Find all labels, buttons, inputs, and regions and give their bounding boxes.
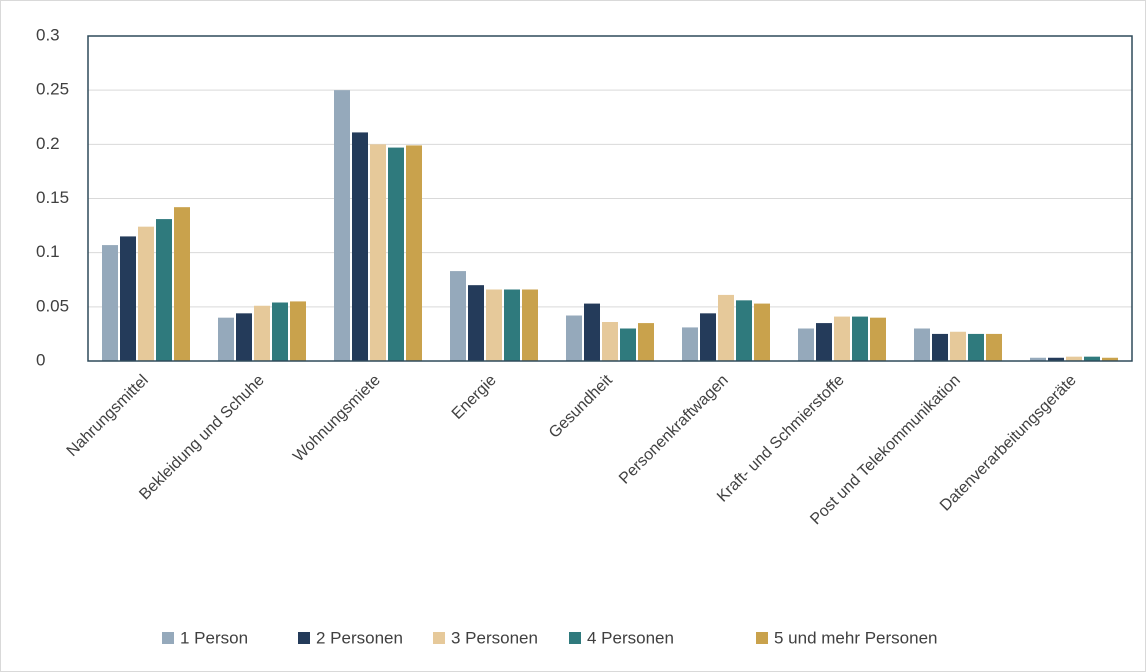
bar — [584, 303, 600, 361]
bar — [986, 333, 1002, 361]
y-tick-label: 0.3 — [36, 25, 60, 44]
legend-swatch — [298, 632, 310, 644]
bar — [602, 322, 618, 361]
bar — [852, 316, 868, 361]
bar — [700, 313, 716, 361]
legend-label: 3 Personen — [451, 628, 538, 647]
bar — [156, 219, 172, 361]
bar — [120, 236, 136, 361]
bar — [1084, 356, 1100, 361]
bar — [272, 302, 288, 361]
y-tick-label: 0.1 — [36, 242, 60, 261]
bar — [102, 245, 118, 361]
legend-swatch — [162, 632, 174, 644]
y-tick-label: 0 — [36, 350, 45, 369]
legend-label: 1 Person — [180, 628, 248, 647]
bar — [914, 328, 930, 361]
bar — [638, 323, 654, 361]
plot-border — [87, 35, 1133, 362]
bar — [834, 316, 850, 361]
bar — [406, 145, 422, 361]
bar — [1048, 357, 1064, 361]
bar — [138, 226, 154, 361]
bar — [334, 90, 350, 362]
bar — [174, 207, 190, 361]
bar — [682, 327, 698, 361]
bar — [1102, 357, 1118, 361]
bar — [504, 289, 520, 361]
legend-label: 2 Personen — [316, 628, 403, 647]
y-tick-label: 0.05 — [36, 296, 69, 315]
bar — [218, 317, 234, 361]
legend-label: 5 und mehr Personen — [774, 628, 938, 647]
bar — [968, 333, 984, 361]
legend-label: 4 Personen — [587, 628, 674, 647]
bar — [816, 323, 832, 361]
bar — [736, 300, 752, 361]
bar — [290, 301, 306, 361]
y-tick-label: 0.2 — [36, 134, 60, 153]
bar — [486, 289, 502, 361]
bar — [254, 305, 270, 361]
bar — [468, 285, 484, 361]
legend-swatch — [569, 632, 581, 644]
bar — [754, 303, 770, 361]
bar — [566, 315, 582, 361]
bar — [352, 132, 368, 361]
bar — [870, 317, 886, 361]
legend-swatch — [433, 632, 445, 644]
bar — [950, 331, 966, 361]
bar — [450, 271, 466, 361]
bar — [236, 313, 252, 361]
bar — [932, 333, 948, 361]
bar — [718, 294, 734, 361]
bar — [1030, 357, 1046, 361]
legend-swatch — [756, 632, 768, 644]
bar — [620, 328, 636, 361]
bar — [1066, 356, 1082, 361]
y-tick-label: 0.25 — [36, 80, 69, 99]
bar — [388, 147, 404, 361]
bar — [522, 289, 538, 361]
bar — [798, 328, 814, 361]
bar — [370, 144, 386, 361]
y-tick-label: 0.15 — [36, 188, 69, 207]
